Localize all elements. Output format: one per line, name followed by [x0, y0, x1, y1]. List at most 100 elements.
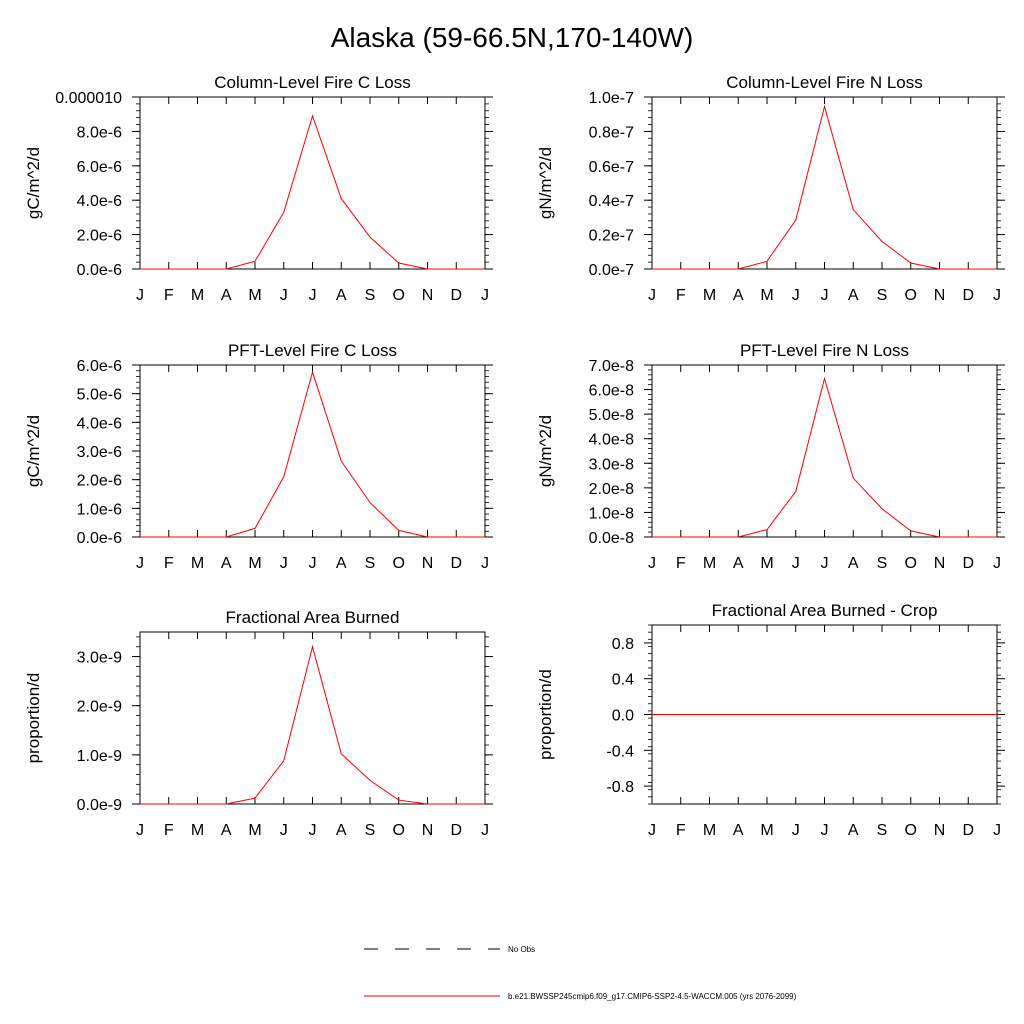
panel-title: Fractional Area Burned: [226, 608, 400, 627]
x-tick-label: A: [336, 555, 347, 572]
y-axis-label: gC/m^2/d: [24, 415, 43, 487]
plot-frame: [139, 96, 486, 270]
series-line: [140, 644, 485, 805]
y-tick-label: 2.0e-8: [589, 481, 634, 498]
series-line: [140, 114, 485, 270]
panel-5: J F M A M J J A S O N D J0.0e-91.0e-92.0e-93.0e-9Fra…: [24, 608, 493, 839]
x-tick-label: J: [136, 822, 144, 839]
x-tick-label: O: [393, 822, 405, 839]
x-tick-label: N: [422, 822, 434, 839]
y-tick-label: 0.8e-7: [589, 124, 634, 141]
x-tick-label: J: [481, 822, 489, 839]
y-tick-label: 1.0e-7: [589, 90, 634, 107]
panel-title: Column-Level Fire C Loss: [214, 73, 411, 92]
x-tick-label: J: [136, 555, 144, 572]
x-tick-label: N: [934, 555, 946, 572]
y-tick-label: 0.0e-7: [589, 262, 634, 279]
y-tick-label: 4.0e-8: [589, 432, 634, 449]
panel-title: PFT-Level Fire N Loss: [740, 341, 909, 360]
y-axis-label: proportion/d: [536, 669, 555, 760]
x-tick-label: J: [309, 287, 317, 304]
y-tick-label: 4.0e-6: [77, 415, 122, 432]
x-tick-label: D: [450, 822, 462, 839]
y-tick-label: 7.0e-8: [589, 358, 634, 375]
x-tick-label: D: [450, 555, 462, 572]
x-tick-label: O: [905, 287, 917, 304]
x-tick-label: A: [733, 822, 744, 839]
panel-4: J F M A M J J A S O N D J0.0e-81.0e-82.0e-83.0e-84.0…: [536, 341, 1005, 572]
series-line: [652, 376, 997, 538]
y-tick-label: 0.6e-7: [589, 159, 634, 176]
y-tick-label: 3.0e-6: [77, 444, 122, 461]
x-tick-label: N: [934, 822, 946, 839]
x-tick-label: M: [760, 555, 773, 572]
x-tick-label: S: [365, 555, 376, 572]
y-tick-label: 6.0e-6: [77, 159, 122, 176]
x-tick-label: D: [962, 287, 974, 304]
x-tick-label: J: [792, 555, 800, 572]
x-tick-label: F: [676, 555, 686, 572]
x-tick-label: J: [481, 287, 489, 304]
plot-frame: [139, 364, 486, 538]
y-tick-label: -0.8: [606, 779, 634, 796]
x-tick-label: F: [164, 555, 174, 572]
y-tick-label: 6.0e-8: [589, 383, 634, 400]
y-tick-label: 1.0e-8: [589, 505, 634, 522]
x-tick-label: S: [877, 822, 888, 839]
panel-title: PFT-Level Fire C Loss: [228, 341, 397, 360]
x-tick-label: O: [393, 555, 405, 572]
x-tick-label: J: [993, 287, 1001, 304]
x-tick-label: J: [280, 555, 288, 572]
x-tick-label: M: [703, 822, 716, 839]
x-tick-label: J: [821, 555, 829, 572]
x-tick-label: O: [393, 287, 405, 304]
x-tick-label: N: [422, 287, 434, 304]
y-tick-label: 2.0e-6: [77, 473, 122, 490]
y-tick-label: 6.0e-6: [77, 358, 122, 375]
legend: No Obs b.e21.BWSSP245cmip6.f09_g17.CMIP6…: [364, 945, 797, 1001]
y-tick-label: 1.0e-6: [77, 501, 122, 518]
legend-label-no-obs: No Obs: [508, 945, 535, 954]
x-tick-label: M: [703, 555, 716, 572]
x-tick-label: A: [848, 555, 859, 572]
y-tick-label: 0.0e-6: [77, 530, 122, 547]
x-tick-label: F: [164, 287, 174, 304]
y-tick-label: 0.4: [612, 672, 634, 689]
x-tick-label: A: [221, 287, 232, 304]
x-tick-label: A: [221, 555, 232, 572]
x-tick-label: O: [905, 822, 917, 839]
x-tick-label: S: [365, 822, 376, 839]
x-tick-label: A: [733, 555, 744, 572]
x-tick-label: J: [792, 287, 800, 304]
x-tick-label: A: [848, 822, 859, 839]
x-tick-label: M: [248, 555, 261, 572]
y-axis-label: gN/m^2/d: [536, 147, 555, 219]
y-tick-label: 4.0e-6: [77, 193, 122, 210]
x-tick-label: J: [648, 287, 656, 304]
x-tick-label: J: [993, 822, 1001, 839]
x-tick-label: A: [336, 287, 347, 304]
series-line: [140, 370, 485, 538]
y-tick-label: 0.4e-7: [589, 193, 634, 210]
y-tick-label: 1.0e-9: [77, 748, 122, 765]
x-tick-label: J: [821, 287, 829, 304]
panel-title: Fractional Area Burned - Crop: [712, 601, 938, 620]
x-tick-label: M: [191, 555, 204, 572]
panel-3: J F M A M J J A S O N D J0.0e-61.0e-62.0e-63.0e-64.0…: [24, 341, 493, 572]
x-tick-label: J: [792, 822, 800, 839]
x-tick-label: M: [703, 287, 716, 304]
y-tick-label: -0.4: [606, 743, 634, 760]
x-tick-label: A: [848, 287, 859, 304]
y-tick-label: 0.8: [612, 636, 634, 653]
y-tick-label: 3.0e-8: [589, 456, 634, 473]
series-line: [652, 104, 997, 270]
y-tick-label: 3.0e-9: [77, 650, 122, 667]
x-tick-label: S: [877, 555, 888, 572]
y-tick-label: 5.0e-6: [77, 387, 122, 404]
x-tick-label: N: [934, 287, 946, 304]
x-tick-label: D: [450, 287, 462, 304]
y-tick-label: 0.0e-9: [77, 797, 122, 814]
y-tick-label: 0.0e-6: [77, 262, 122, 279]
panel-2: J F M A M J J A S O N D J0.0e-70.2e-70.4e-70.6e-70.8…: [536, 73, 1005, 304]
